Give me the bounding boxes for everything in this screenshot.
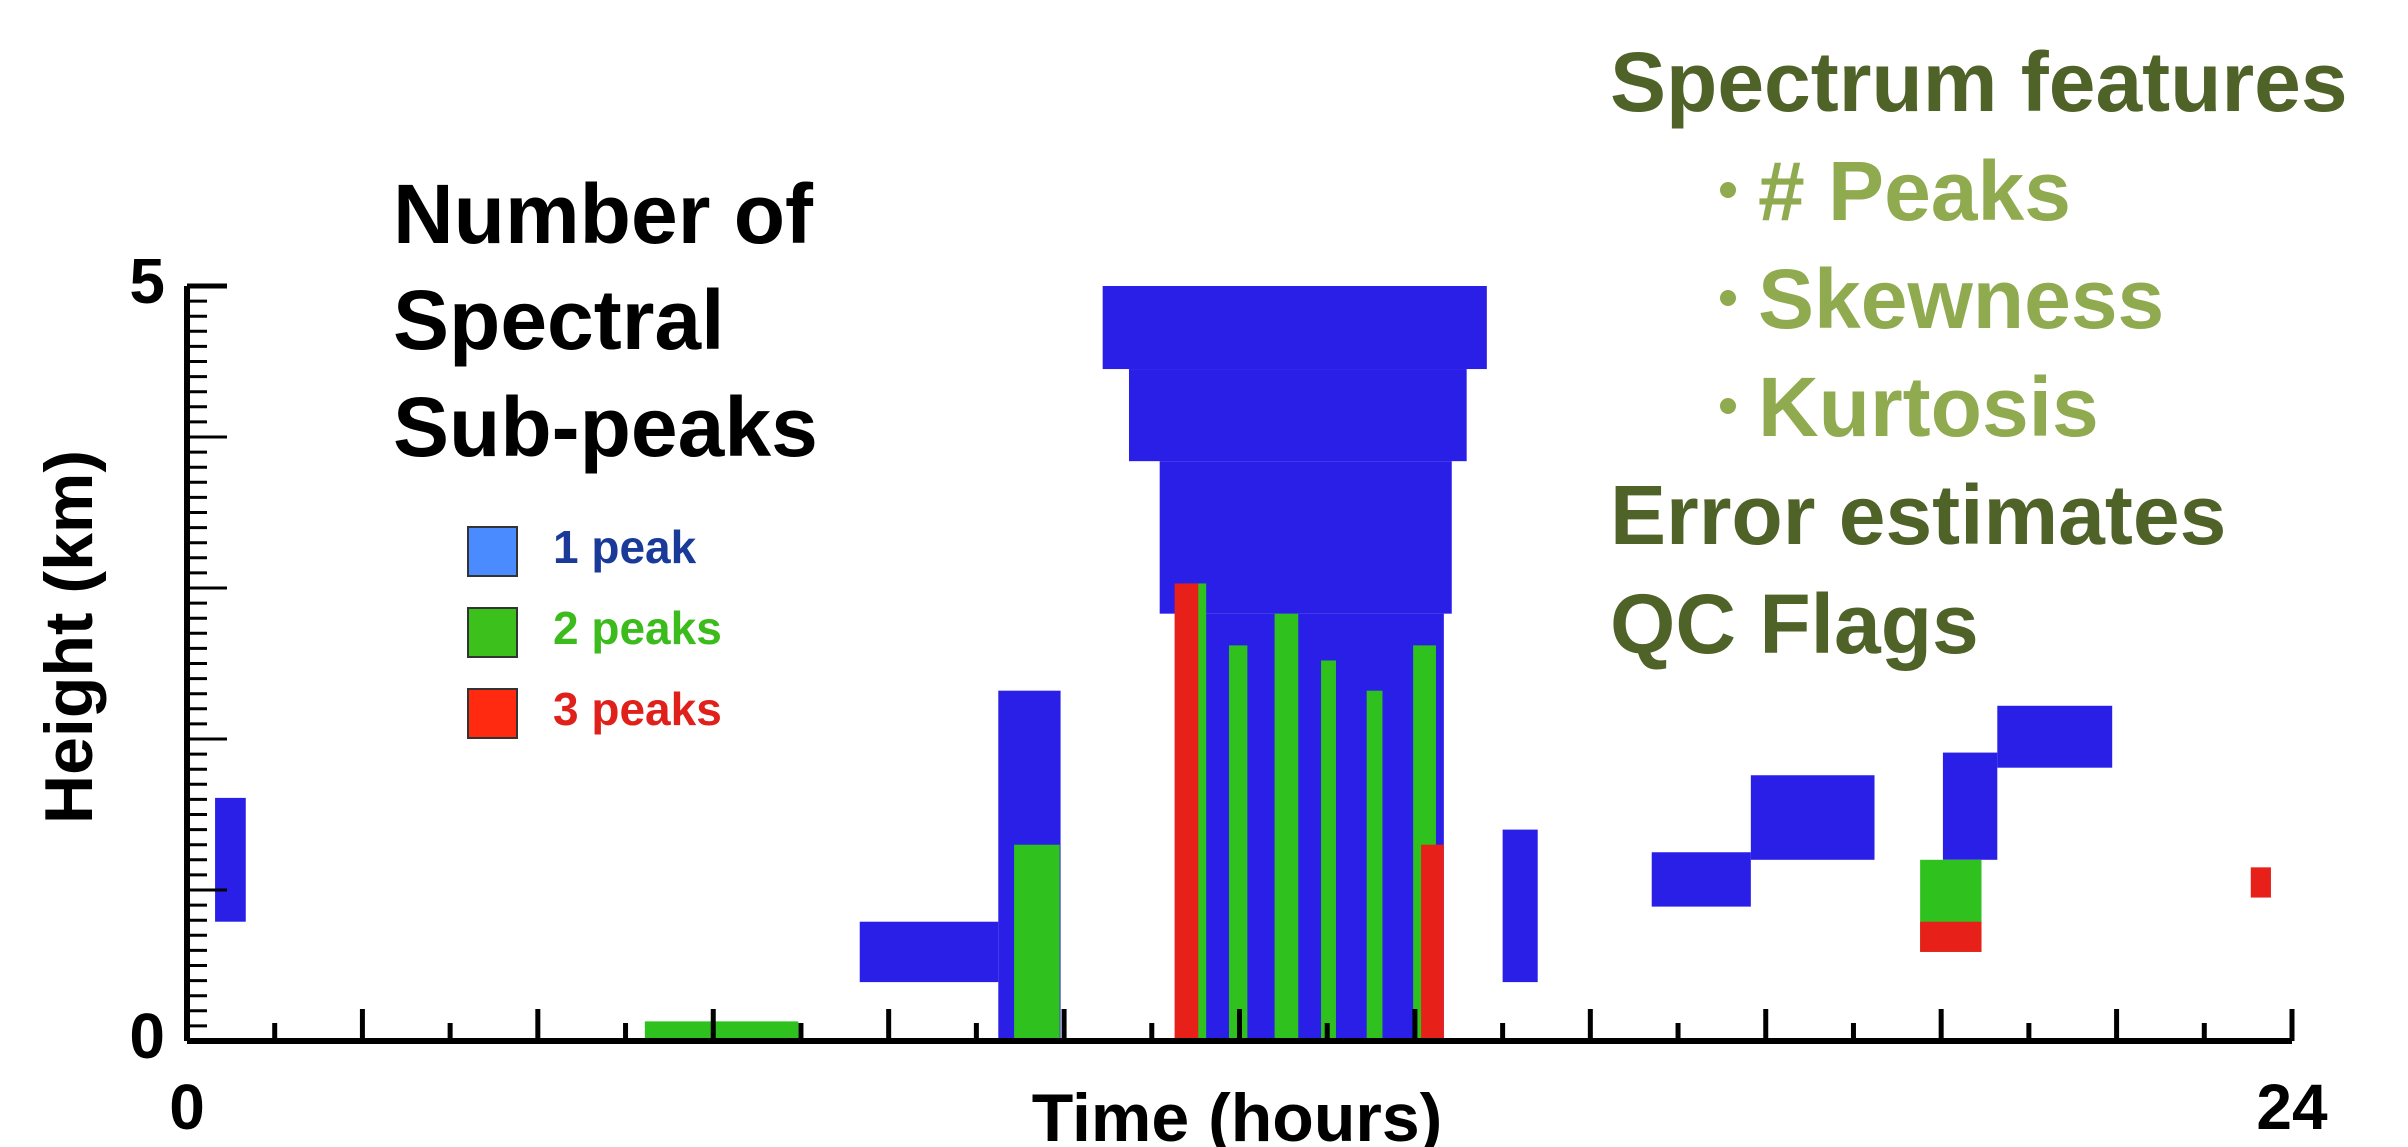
legend-label: 1 peak — [553, 521, 697, 573]
data-cell — [1159, 461, 1452, 614]
legend-swatch — [467, 526, 518, 577]
x-tick-label: 0 — [169, 1071, 205, 1143]
annotation: QC Flags — [1610, 577, 1979, 671]
x-tick-label: 24 — [2256, 1071, 2328, 1143]
chart-title: Number of — [393, 167, 814, 261]
bullet — [1720, 290, 1736, 306]
annotation-item: # Peaks — [1758, 144, 2071, 238]
data-cell — [1128, 369, 1467, 462]
data-cell — [1651, 852, 1751, 907]
annotation: Error estimates — [1610, 468, 2226, 562]
data-cell — [1502, 829, 1538, 983]
y-tick-label: 0 — [129, 1000, 165, 1072]
x-axis-label: Time (hours) — [1032, 1080, 1443, 1147]
legend-swatch — [467, 688, 518, 739]
annotation-item: Kurtosis — [1758, 360, 2099, 454]
chart-title: Spectral — [393, 273, 725, 367]
data-cell — [1175, 613, 1444, 1041]
data-cell — [644, 1021, 799, 1041]
bullet — [1720, 182, 1736, 198]
chart-title: Sub-peaks — [393, 380, 818, 474]
data-cell — [1228, 645, 1248, 1041]
data-cell — [1274, 613, 1299, 1041]
data-cell — [1421, 844, 1444, 1041]
data-cell — [215, 797, 246, 922]
data-cell — [1750, 775, 1875, 860]
legend-swatch — [467, 607, 518, 658]
data-cell — [1174, 583, 1199, 1041]
data-cell — [1321, 660, 1336, 1041]
data-cell — [1014, 844, 1060, 1041]
legend-label: 2 peaks — [553, 602, 722, 654]
annotation: Spectrum features — [1610, 35, 2348, 129]
y-axis-label: Height (km) — [31, 450, 107, 824]
bullet — [1720, 398, 1736, 414]
data-cell — [1997, 705, 2113, 768]
data-cell — [859, 921, 999, 983]
annotation-item: Skewness — [1758, 252, 2164, 346]
data-cell — [1920, 921, 1982, 952]
legend-label: 3 peaks — [553, 683, 722, 735]
data-cell — [1102, 286, 1487, 370]
data-cell — [1366, 690, 1383, 1041]
y-tick-label: 5 — [129, 245, 165, 317]
data-cell — [1942, 752, 1998, 860]
data-cell — [2250, 867, 2271, 898]
